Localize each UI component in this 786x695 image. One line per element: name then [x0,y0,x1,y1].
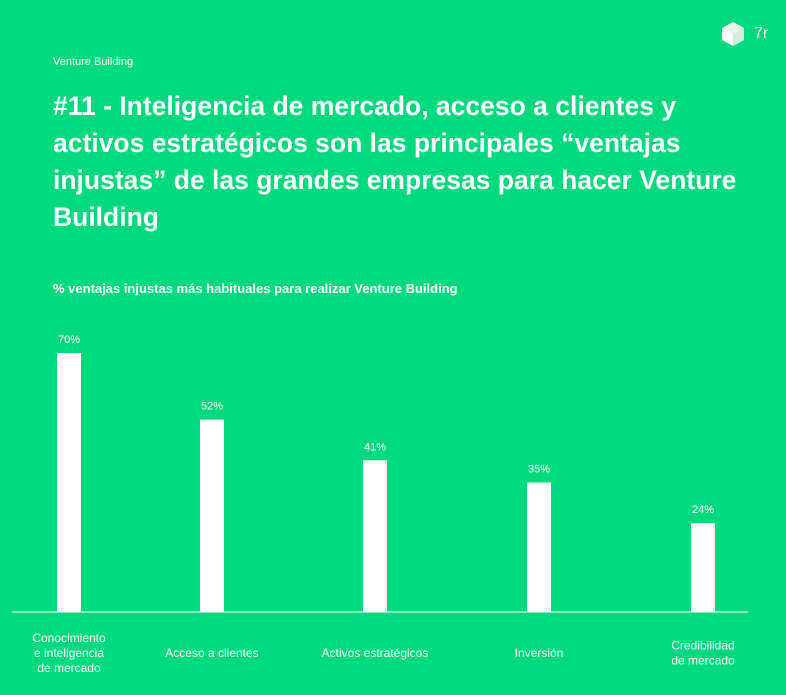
bar [527,482,551,612]
brand-logo: 7r [720,21,768,47]
category-label-line: e inteligencia [34,646,104,660]
category-label: Credibilidad de mercado [671,639,735,668]
category-label: Conocimiento e inteligencia de mercado [32,631,106,675]
data-label: 24% [692,504,714,516]
category-label-line: de mercado [37,661,101,675]
data-label: 70% [58,334,80,346]
category-label-line: Acceso a clientes [165,646,258,660]
category-label-line: Activos estratégicos [322,646,429,660]
category-label-line: Conocimiento [32,631,106,645]
category-label: Activos estratégicos [322,646,429,660]
category-label: Acceso a clientes [165,646,258,660]
bar [57,353,81,612]
category-label-line: Inversión [515,646,564,660]
data-label: 35% [528,464,550,476]
bar-chart: 70%Conocimiento e inteligencia de mercado5… [12,334,748,675]
data-label: 52% [201,401,223,413]
page-title: #11 - Inteligencia de mercado, acceso a … [53,91,737,232]
category-label-line: Credibilidad [671,639,734,653]
brand-name: 7r [754,25,769,42]
bar [363,460,387,612]
category-label-line: de mercado [671,654,735,668]
bar [200,419,224,612]
bar [691,523,715,612]
chart-title: % ventajas injustas más habituales para … [53,281,458,296]
hexagon-logo-icon [722,22,744,46]
category-label: Inversión [515,646,564,660]
section-label: Venture Building [53,56,134,68]
data-label: 41% [364,441,386,453]
